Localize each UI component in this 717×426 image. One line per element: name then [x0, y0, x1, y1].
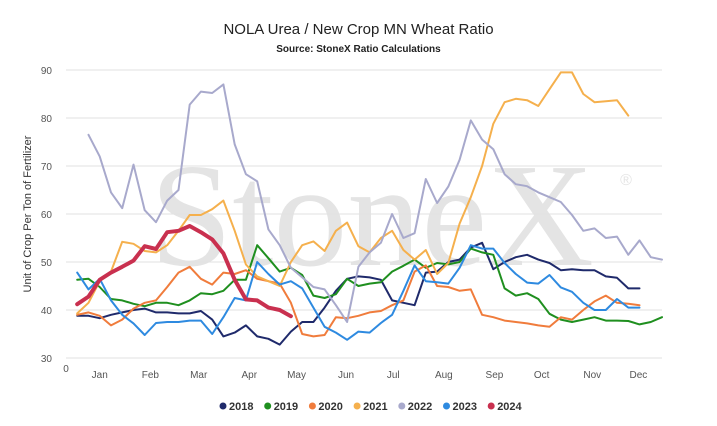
- y-tick-label: 30: [41, 354, 53, 365]
- x-tick-label: Aug: [435, 370, 453, 381]
- legend-marker-2021: [353, 402, 361, 410]
- legend-marker-2019: [264, 402, 272, 410]
- x-tick-label: Dec: [629, 370, 647, 381]
- x-tick-label: Sep: [486, 370, 504, 381]
- series-line-2020: [76, 264, 641, 338]
- x-tick-label: Jun: [338, 370, 354, 381]
- legend-label-2021: 2021: [363, 401, 387, 413]
- series-line-2018: [76, 241, 641, 346]
- x-tick-label: Nov: [583, 370, 601, 381]
- legend-marker-2018: [219, 402, 227, 410]
- stonex-watermark: StoneX: [150, 134, 594, 298]
- grid-layer: [66, 69, 662, 359]
- chart-title: NOLA Urea / New Crop MN Wheat Ratio: [223, 21, 494, 38]
- series-layer: [75, 71, 663, 346]
- y-tick-label: 50: [41, 258, 53, 269]
- series-line-2023: [76, 244, 641, 341]
- x-tick-label: Jul: [387, 370, 400, 381]
- legend-marker-2024: [487, 402, 495, 410]
- x-tick-label: Oct: [534, 370, 550, 381]
- chart-subtitle: Source: StoneX Ratio Calculations: [276, 44, 441, 55]
- series-line-2021: [76, 71, 630, 315]
- series-line-2022: [87, 83, 663, 323]
- x-tick-label: May: [287, 370, 306, 381]
- x-tick-label: Mar: [190, 370, 208, 381]
- y-axis-label: Unit of Crop Per Ton of Fertilizer: [22, 135, 34, 292]
- y-tick-label: 40: [41, 306, 53, 317]
- x-tick-label: Jan: [92, 370, 108, 381]
- legend-label-2018: 2018: [229, 401, 253, 413]
- legend-marker-2020: [308, 402, 316, 410]
- y-tick-label: 60: [41, 210, 53, 221]
- x-tick-label: Feb: [142, 370, 160, 381]
- legend-label-2023: 2023: [453, 401, 477, 413]
- legend-label-2019: 2019: [274, 401, 298, 413]
- registered-mark: ®: [620, 172, 632, 189]
- y-tick-label: 70: [41, 162, 53, 173]
- series-line-2019: [76, 244, 663, 326]
- y-tick-label: 80: [41, 114, 53, 125]
- legend-label-2020: 2020: [318, 401, 342, 413]
- legend-marker-2023: [443, 402, 450, 410]
- x-origin-label: 0: [63, 364, 69, 375]
- legend-label-2024: 2024: [497, 401, 522, 413]
- series-line-2024: [75, 224, 293, 319]
- x-tick-label: Apr: [242, 370, 258, 381]
- legend-label-2022: 2022: [408, 401, 432, 413]
- y-tick-label: 90: [41, 66, 53, 77]
- axis-layer: 30 40 50 60 70 80 90 0 Jan Feb Mar Apr May Jun Jul Aug S…: [22, 66, 647, 381]
- legend-layer: 2018 2019 2020 2021 2022 2023 2024: [219, 401, 523, 413]
- legend-marker-2022: [398, 402, 406, 410]
- watermark-layer: StoneX ®: [150, 134, 632, 298]
